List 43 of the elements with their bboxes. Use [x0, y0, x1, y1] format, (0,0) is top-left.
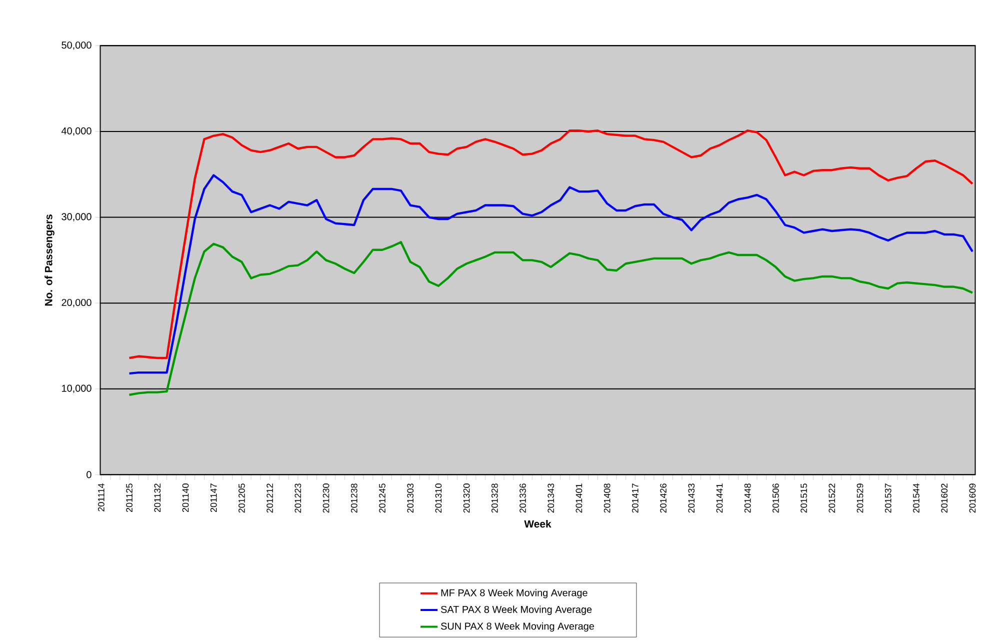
x-tick-label: 201441	[716, 484, 723, 513]
y-tick-label: 50,000	[62, 42, 92, 50]
x-tick-label: 201212	[266, 484, 273, 513]
x-tick-label: 201433	[688, 484, 695, 513]
legend-label: MF PAX 8 Week Moving Average	[441, 588, 588, 598]
x-tick-label: 201343	[548, 484, 554, 513]
x-tick-label: 201147	[210, 484, 217, 512]
x-tick-label: 201544	[913, 483, 920, 513]
x-tick-label: 201537	[884, 484, 892, 513]
x-tick-label: 201522	[828, 484, 836, 513]
x-tick-label: 201408	[604, 484, 610, 513]
x-tick-label: 201401	[576, 484, 582, 513]
x-tick-label: 201230	[322, 484, 330, 513]
x-tick-label: 201114	[98, 483, 104, 512]
x-tick-label: 201223	[294, 484, 302, 513]
x-tick-label: 201320	[463, 484, 470, 513]
x-tick-label: 201609	[969, 484, 976, 513]
x-tick-label: 201132	[154, 484, 161, 512]
y-axis-title: No. of Passengers	[44, 214, 54, 306]
x-tick-label: 201506	[772, 484, 779, 513]
x-axis-title: Week	[524, 520, 552, 528]
x-tick-label: 201303	[407, 484, 414, 513]
y-tick-label: 30,000	[62, 213, 92, 222]
x-tick-label: 201448	[744, 484, 751, 513]
x-tick-label: 201417	[632, 484, 638, 513]
x-tick-label: 201245	[379, 484, 386, 513]
x-tick-label: 201125	[126, 484, 132, 512]
x-tick-label: 201238	[350, 484, 358, 513]
y-tick-label: 10,000	[62, 384, 92, 393]
legend-label: SUN PAX 8 Week Moving Average	[440, 622, 594, 632]
x-tick-label: 201328	[491, 484, 498, 513]
x-tick-label: 201515	[800, 484, 807, 513]
y-tick-label: 40,000	[61, 127, 92, 136]
x-tick-label: 201426	[660, 484, 666, 513]
y-tick-label: 0	[86, 471, 92, 478]
x-tick-label: 201310	[435, 484, 442, 513]
x-tick-label: 201529	[856, 484, 864, 513]
x-tick-label: 201205	[238, 484, 245, 513]
legend-label: SAT PAX 8 Week Moving Average	[440, 606, 592, 615]
x-tick-label: 201336	[520, 484, 526, 513]
x-tick-label: 201140	[182, 484, 189, 512]
x-tick-label: 201602	[941, 484, 948, 513]
y-tick-label: 20,000	[62, 298, 92, 308]
